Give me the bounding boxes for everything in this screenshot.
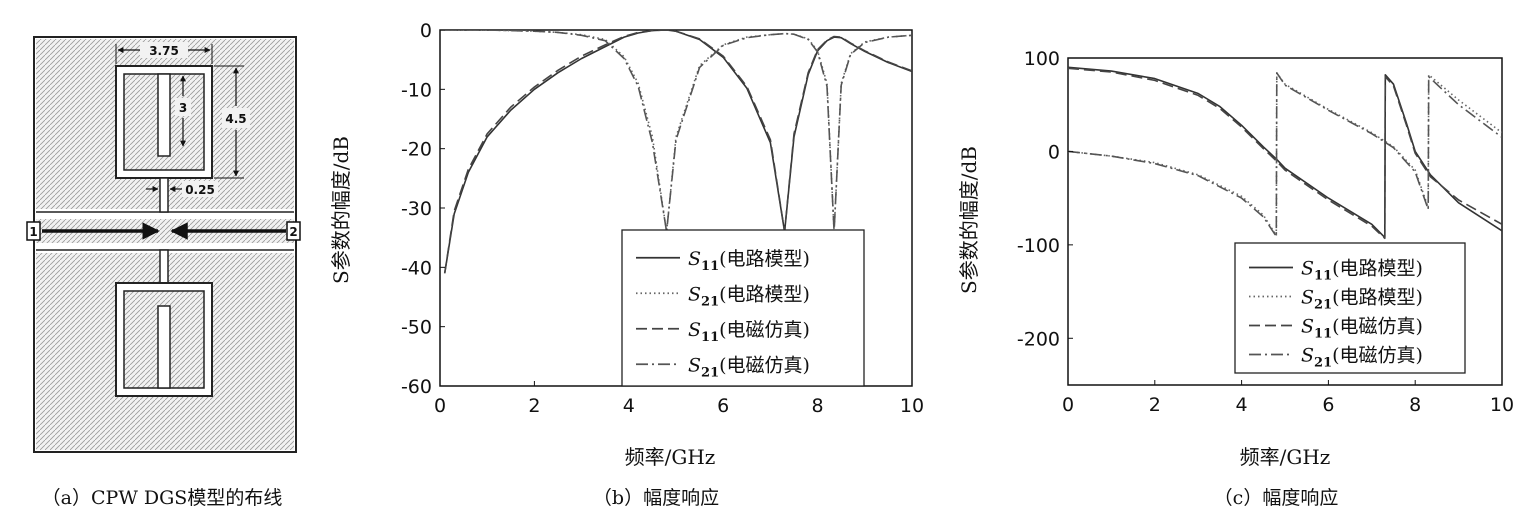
chart-b-xtick-label: 8 bbox=[812, 395, 824, 417]
dimension-label-outer-height: 4.5 bbox=[225, 112, 246, 126]
chart-c-legend: S11(电路模型) S21(电路模型) S11(电磁仿真) S21(电磁仿真) bbox=[1234, 242, 1466, 374]
dimension-width: 3.75 bbox=[115, 42, 213, 64]
chart-c-series-line-4 bbox=[1068, 72, 1502, 238]
chart-c-legend-entry: S11(电磁仿真) bbox=[1301, 316, 1423, 342]
chart-c-series-line-3 bbox=[1068, 67, 1502, 240]
chart-b-ytick-label: -60 bbox=[401, 376, 432, 398]
chart-c-xtick-label: 4 bbox=[1236, 394, 1248, 416]
chart-b-series-line-4 bbox=[444, 30, 912, 233]
chart-b-ytick-label: -40 bbox=[401, 257, 432, 279]
chart-c-ticks: 0 2 4 6 8 10 100 0 -100 -200 bbox=[1017, 48, 1514, 416]
chart-c-xtick-label: 6 bbox=[1322, 394, 1334, 416]
chart-c-xtick-label: 10 bbox=[1490, 394, 1514, 416]
chart-b-xtick-label: 10 bbox=[900, 395, 924, 417]
caption-b: （b）幅度响应 bbox=[593, 487, 719, 509]
chart-b-ytick-label: 0 bbox=[420, 20, 432, 42]
chart-b-series-line-3 bbox=[443, 30, 912, 274]
chart-b-series-layer bbox=[443, 30, 912, 274]
chart-c-ytick-label: 0 bbox=[1048, 141, 1060, 163]
chart-c: 0 2 4 6 8 10 100 0 -100 -200 频率/GHz S参数的幅度/dB S11… bbox=[957, 48, 1514, 469]
chart-b-ytick-label: -20 bbox=[401, 139, 432, 161]
chart-c-xtick-label: 0 bbox=[1062, 394, 1074, 416]
chart-c-series-layer bbox=[1068, 66, 1502, 240]
dimension-label-gap: 0.25 bbox=[185, 183, 215, 197]
bottom-defect-slot bbox=[115, 249, 213, 397]
chart-c-legend-entry: S11(电路模型) bbox=[1301, 258, 1423, 284]
chart-b-xtick-label: 0 bbox=[434, 395, 446, 417]
port-2-label: 2 bbox=[289, 225, 297, 239]
chart-b-ytick-label: -30 bbox=[401, 198, 432, 220]
port-2: 2 bbox=[286, 221, 301, 241]
port-1: 1 bbox=[26, 221, 41, 241]
dimension-inner-height: 3 bbox=[175, 75, 191, 147]
chart-b-xtick-label: 6 bbox=[717, 395, 729, 417]
dimension-label-width: 3.75 bbox=[149, 44, 179, 58]
chart-c-ytick-label: -200 bbox=[1017, 328, 1060, 350]
chart-c-ylabel: S参数的幅度/dB bbox=[957, 146, 981, 294]
chart-c-legend-entry: S21(电路模型) bbox=[1301, 287, 1423, 313]
chart-b-ytick-label: -50 bbox=[401, 317, 432, 339]
chart-b-xtick-label: 4 bbox=[623, 395, 635, 417]
chart-c-legend-entry: S21(电磁仿真) bbox=[1301, 345, 1423, 371]
dimension-label-inner-height: 3 bbox=[179, 101, 187, 115]
chart-c-xtick-label: 8 bbox=[1409, 394, 1421, 416]
chart-c-xtick-label: 2 bbox=[1149, 394, 1161, 416]
cpw-dgs-layout: 3.75 3 4.5 0.25 1 bbox=[26, 36, 301, 453]
caption-a: （a）CPW DGS模型的布线 bbox=[42, 487, 283, 509]
chart-b-legend-box bbox=[621, 229, 865, 387]
chart-b-xtick-label: 2 bbox=[528, 395, 540, 417]
chart-b-legend-entry: S11(电磁仿真) bbox=[688, 319, 810, 345]
chart-c-legend-box bbox=[1234, 242, 1466, 374]
chart-b-legend: S11(电路模型) S21(电路模型) S11(电磁仿真) S21(电磁仿真) bbox=[621, 229, 865, 387]
chart-c-ytick-label: -100 bbox=[1017, 235, 1060, 257]
caption-c: （c）幅度响应 bbox=[1214, 487, 1339, 509]
chart-c-ytick-label: 100 bbox=[1024, 48, 1060, 70]
dimension-outer-height: 4.5 bbox=[214, 65, 250, 179]
port-1-label: 1 bbox=[29, 225, 37, 239]
chart-b-xlabel: 频率/GHz bbox=[625, 445, 716, 469]
chart-b-ytick-label: -10 bbox=[401, 79, 432, 101]
chart-b: 0 2 4 6 8 10 0 -10 -20 -30 -40 -50 -60 频率/GHz S参数的幅度… bbox=[329, 20, 924, 469]
chart-b-legend-entry: S21(电磁仿真) bbox=[688, 354, 810, 380]
chart-b-series-line-2 bbox=[444, 30, 912, 233]
chart-c-xlabel: 频率/GHz bbox=[1240, 445, 1331, 469]
chart-b-ylabel: S参数的幅度/dB bbox=[329, 136, 353, 284]
top-defect-slot bbox=[115, 65, 213, 213]
chart-b-legend-entry: S11(电路模型) bbox=[688, 248, 810, 274]
chart-c-series-line-2 bbox=[1068, 72, 1502, 237]
chart-b-legend-entry: S21(电路模型) bbox=[688, 283, 810, 309]
chart-b-ticks: 0 2 4 6 8 10 0 -10 -20 -30 -40 -50 -60 bbox=[401, 20, 924, 417]
dimension-gap: 0.25 bbox=[146, 181, 218, 197]
